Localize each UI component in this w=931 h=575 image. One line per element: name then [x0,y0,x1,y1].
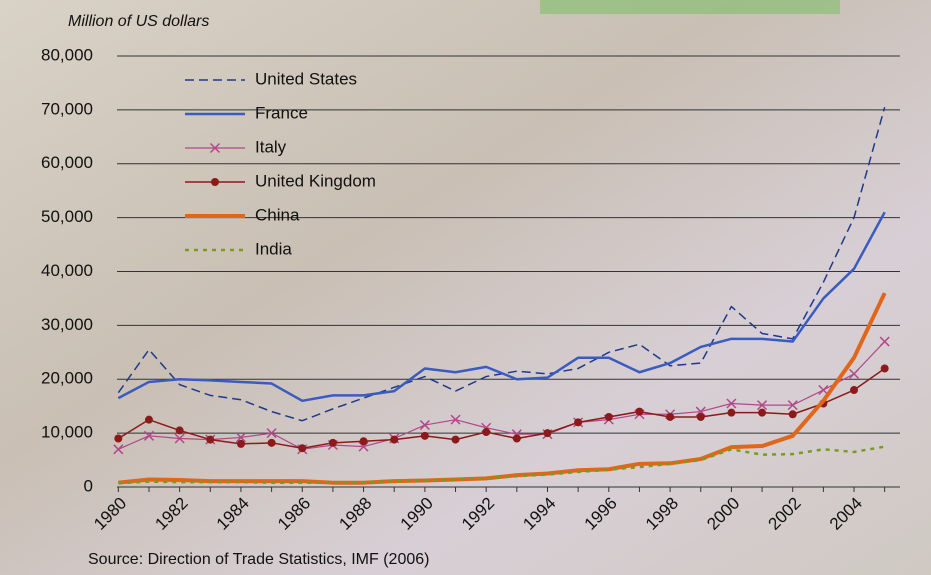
marker [359,437,368,446]
y-tick-label: 0 [84,476,93,495]
marker [727,408,736,417]
marker [328,438,337,447]
marker [419,420,430,431]
y-tick-label: 60,000 [41,153,93,172]
legend-label: United Kingdom [255,171,376,190]
marker [482,428,491,437]
marker [879,336,890,347]
marker [758,408,767,417]
marker [696,412,705,421]
legend-label: China [255,205,300,224]
y-tick-label: 50,000 [41,207,93,226]
marker [267,438,276,447]
marker [543,429,552,438]
y-tick-label: 30,000 [41,315,93,334]
marker [175,426,184,435]
series-line [117,367,886,449]
marker [512,434,521,443]
series-line [117,211,886,403]
photo-accent [540,0,840,14]
marker [113,444,124,455]
marker [726,398,737,409]
marker [298,444,307,453]
legend-label: France [255,103,308,122]
marker [114,434,123,443]
marker [635,407,644,416]
marker [757,400,768,411]
marker [666,412,675,421]
legend-marker [211,178,219,186]
legend-label: United States [255,69,357,88]
marker [143,430,155,441]
marker [206,435,215,444]
y-tick-label: 70,000 [41,99,93,118]
y-tick-label: 40,000 [41,261,93,280]
y-tick-label: 80,000 [41,45,93,64]
marker [818,384,829,396]
marker [848,368,860,379]
marker [850,386,859,395]
marker [235,432,246,443]
marker [574,418,583,427]
marker [880,364,889,373]
marker [450,414,461,425]
legend-label: India [255,239,292,258]
marker [174,433,185,444]
marker [390,435,399,444]
marker [420,431,429,440]
marker [266,428,277,439]
legend-label: Italy [255,137,287,156]
marker [451,435,460,444]
marker [788,410,797,419]
marker [787,400,798,411]
legend-marker [209,142,221,154]
y-axis-label: Million of US dollars [68,13,209,30]
marker [236,439,245,448]
series-line [118,445,885,485]
y-tick-label: 20,000 [41,369,93,388]
y-tick-label: 10,000 [41,423,93,442]
source-note: Source: Direction of Trade Statistics, I… [88,551,429,568]
series-line [118,341,886,450]
marker [144,415,153,424]
marker [604,412,613,421]
